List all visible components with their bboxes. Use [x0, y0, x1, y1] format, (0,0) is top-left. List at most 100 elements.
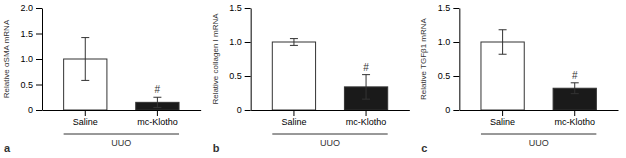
y-tick-mark	[36, 110, 42, 111]
error-bar-cap	[499, 29, 507, 30]
x-tick-mark	[85, 110, 86, 116]
annotation: #	[363, 62, 369, 73]
error-bar-cap	[153, 107, 161, 108]
y-tick-label: 1.0	[438, 37, 451, 47]
error-bar	[81, 38, 89, 81]
y-axis-line	[42, 9, 43, 111]
error-bar-stem	[502, 30, 503, 54]
group-label: UUO	[111, 138, 131, 148]
y-tick-mark	[36, 34, 42, 35]
y-tick: 0	[28, 105, 42, 115]
y-tick: 0	[445, 105, 459, 115]
y-tick-mark	[245, 76, 251, 77]
marks	[272, 39, 387, 110]
error-bar-cap	[81, 80, 89, 81]
x-tick-mark	[293, 110, 294, 116]
error-bar	[571, 83, 579, 94]
y-tick: 1.5	[20, 29, 42, 39]
x-axis: Saline mc-Klotho	[43, 110, 202, 127]
group-bracket	[272, 134, 387, 135]
error-bar-stem	[157, 97, 158, 107]
error-bar-cap	[290, 38, 298, 39]
y-tick-mark	[453, 110, 459, 111]
x-axis: Saline mc-Klotho	[460, 110, 619, 127]
x-tick: Saline	[490, 110, 515, 127]
x-tick: mc-Klotho	[554, 110, 595, 127]
y-tick-mark	[36, 59, 42, 60]
y-tick: 0.5	[438, 71, 460, 81]
y-tick-label: 0	[28, 105, 33, 115]
error-bar-cap	[290, 45, 298, 46]
y-axis-title: Relative αSMA mRNA	[2, 19, 11, 98]
y-tick-label: 1.5	[438, 3, 451, 13]
y-axis-title: Relative TGFβ1 mRNA	[419, 17, 428, 99]
y-tick: 1.0	[229, 37, 251, 47]
y-axis: 0 0.5 1.0 1.5 2.0	[20, 3, 42, 115]
x-tick-label: mc-Klotho	[137, 117, 178, 127]
marks	[64, 38, 179, 110]
y-tick-mark	[245, 110, 251, 111]
y-tick: 0	[237, 105, 251, 115]
y-axis: 0 0.5 1.0 1.5	[229, 3, 251, 115]
y-tick: 1.0	[438, 37, 460, 47]
y-tick: 2.0	[20, 3, 42, 13]
x-axis: Saline mc-Klotho	[251, 110, 410, 127]
chart: 0 0.5 1.0 1.5 2.0 Saline mc-Klotho Relative αSM…	[0, 0, 626, 158]
x-tick-mark	[502, 110, 503, 116]
y-tick: 0.5	[20, 80, 42, 90]
panel-label: b	[213, 142, 220, 154]
group-bracket	[64, 134, 179, 135]
y-tick-label: 0.5	[20, 80, 33, 90]
panel-label: c	[421, 142, 427, 154]
x-tick-label: Saline	[490, 117, 515, 127]
error-bar-cap	[571, 93, 579, 94]
y-tick-mark	[245, 42, 251, 43]
y-tick-mark	[453, 76, 459, 77]
bar	[272, 42, 315, 110]
annotation: #	[155, 84, 161, 95]
x-tick: mc-Klotho	[346, 110, 387, 127]
error-bar-cap	[153, 97, 161, 98]
group-label: UUO	[529, 138, 549, 148]
panel-label: a	[4, 142, 11, 154]
error-bar	[290, 39, 298, 46]
panel: 0 0.5 1.0 1.5 Saline mc-Klotho Relative collag…	[211, 3, 410, 154]
x-axis-line	[251, 110, 410, 111]
x-axis-line	[460, 110, 619, 111]
y-axis-line	[251, 9, 252, 111]
marks	[481, 30, 596, 110]
x-tick-label: mc-Klotho	[346, 117, 387, 127]
error-bar-cap	[362, 99, 370, 100]
y-tick-label: 0.5	[229, 71, 242, 81]
x-tick-mark	[366, 110, 367, 116]
y-tick-label: 1.0	[229, 37, 242, 47]
y-tick-label: 1.5	[229, 3, 242, 13]
y-tick-mark	[245, 8, 251, 9]
panel: 0 0.5 1.0 1.5 Saline mc-Klotho Relative TGFβ1 …	[419, 3, 618, 154]
y-tick: 1.5	[438, 3, 460, 13]
y-tick-label: 1.0	[20, 54, 33, 64]
group-label: UUO	[320, 138, 340, 148]
error-bar-cap	[362, 74, 370, 75]
error-bar-cap	[81, 37, 89, 38]
y-tick-mark	[453, 42, 459, 43]
y-tick-label: 1.5	[20, 29, 33, 39]
error-bar	[362, 75, 370, 99]
y-tick-label: 0.5	[438, 71, 451, 81]
y-tick-label: 0	[237, 105, 242, 115]
y-tick-mark	[453, 8, 459, 9]
y-axis: 0 0.5 1.0 1.5	[438, 3, 460, 115]
x-tick: Saline	[281, 110, 306, 127]
error-bar-stem	[293, 39, 294, 46]
y-axis-title: Relative collagen I mRNA	[211, 13, 220, 105]
y-tick: 0.5	[229, 71, 251, 81]
error-bar-stem	[366, 75, 367, 99]
y-tick-mark	[36, 85, 42, 86]
panel: 0 0.5 1.0 1.5 2.0 Saline mc-Klotho Relative αSM…	[2, 3, 201, 154]
y-tick: 1.5	[229, 3, 251, 13]
x-axis-line	[43, 110, 202, 111]
x-tick-label: Saline	[73, 117, 98, 127]
y-tick-label: 0	[445, 105, 450, 115]
x-tick-mark	[157, 110, 158, 116]
error-bar-cap	[499, 54, 507, 55]
